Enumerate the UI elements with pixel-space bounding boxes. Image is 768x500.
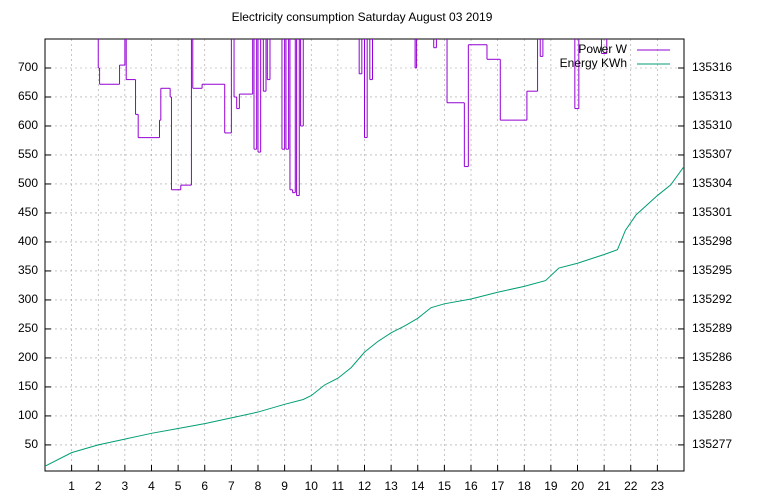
y2-tick-label: 135289 (692, 321, 732, 335)
y-tick-label: 50 (25, 437, 39, 451)
x-tick-label: 22 (624, 479, 638, 493)
x-tick-label: 4 (148, 479, 155, 493)
y-tick-label: 600 (18, 118, 38, 132)
x-tick-label: 15 (438, 479, 452, 493)
x-tick-label: 3 (122, 479, 129, 493)
x-tick-label: 7 (228, 479, 235, 493)
x-tick-label: 19 (544, 479, 558, 493)
x-tick-label: 1 (68, 479, 75, 493)
chart-title: Electricity consumption Saturday August … (232, 10, 493, 24)
y2-tick-label: 135316 (692, 60, 732, 74)
y-tick-label: 150 (18, 379, 38, 393)
y2-tick-label: 135286 (692, 350, 732, 364)
y2-tick-label: 135280 (692, 408, 732, 422)
x-tick-label: 12 (358, 479, 372, 493)
y-tick-label: 550 (18, 147, 38, 161)
x-tick-label: 9 (281, 479, 288, 493)
x-tick-label: 11 (332, 479, 345, 493)
y2-tick-label: 135304 (692, 176, 732, 190)
y2-tick-label: 135295 (692, 263, 732, 277)
y-tick-label: 300 (18, 292, 38, 306)
x-tick-label: 6 (201, 479, 208, 493)
y-tick-label: 450 (18, 205, 38, 219)
x-tick-label: 10 (305, 479, 319, 493)
y2-tick-label: 135283 (692, 379, 732, 393)
x-tick-label: 8 (255, 479, 262, 493)
x-tick-label: 20 (571, 479, 585, 493)
y2-tick-label: 135301 (692, 205, 732, 219)
y2-tick-label: 135313 (692, 89, 732, 103)
y-tick-label: 250 (18, 321, 38, 335)
energy-line (45, 166, 684, 467)
x-tick-label: 13 (384, 479, 398, 493)
x-tick-label: 23 (651, 479, 665, 493)
y-tick-label: 350 (18, 263, 38, 277)
y-tick-label: 500 (18, 176, 38, 190)
y2-tick-label: 135298 (692, 234, 732, 248)
x-tick-label: 2 (95, 479, 102, 493)
y-tick-label: 400 (18, 234, 38, 248)
y-tick-label: 650 (18, 89, 38, 103)
legend-label: Power W (578, 42, 627, 56)
x-tick-label: 18 (518, 479, 532, 493)
x-tick-label: 16 (464, 479, 478, 493)
plot-area (45, 39, 684, 467)
legend-label: Energy KWh (560, 56, 627, 70)
x-tick-label: 14 (411, 479, 425, 493)
y-tick-label: 700 (18, 60, 38, 74)
x-tick-label: 21 (597, 479, 611, 493)
y2-tick-label: 135307 (692, 147, 732, 161)
y2-tick-label: 135292 (692, 292, 732, 306)
y-tick-label: 200 (18, 350, 38, 364)
y2-tick-label: 135277 (692, 437, 732, 451)
x-tick-label: 5 (175, 479, 182, 493)
y-tick-label: 100 (18, 408, 38, 422)
y2-tick-label: 135310 (692, 118, 732, 132)
x-tick-label: 17 (491, 479, 505, 493)
